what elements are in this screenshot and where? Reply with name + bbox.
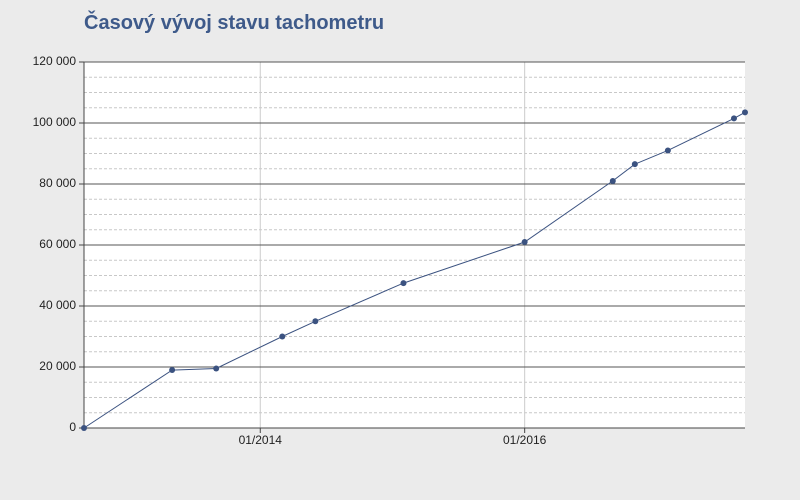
data-point: [213, 365, 220, 372]
data-point: [400, 280, 407, 287]
y-tick-label: 100 000: [33, 115, 77, 129]
data-point: [609, 177, 616, 184]
y-tick-label: 20 000: [39, 359, 76, 373]
data-point: [312, 318, 319, 325]
data-point: [279, 333, 286, 340]
y-tick-label: 40 000: [39, 298, 76, 312]
data-point: [730, 115, 737, 122]
chart-title: Časový vývoj stavu tachometru: [84, 10, 384, 34]
x-tick-label: 01/2016: [503, 433, 547, 447]
data-point: [664, 147, 671, 154]
data-point: [742, 109, 748, 116]
data-point: [81, 425, 87, 431]
y-tick-label: 120 000: [33, 54, 77, 68]
x-tick-label: 01/2014: [239, 433, 283, 447]
data-point: [631, 161, 638, 168]
y-tick-label: 60 000: [39, 237, 76, 251]
data-line: [83, 111, 746, 429]
data-point: [521, 238, 528, 245]
y-tick-label: 0: [69, 420, 76, 434]
y-tick-label: 80 000: [39, 176, 76, 190]
data-point: [169, 367, 176, 374]
